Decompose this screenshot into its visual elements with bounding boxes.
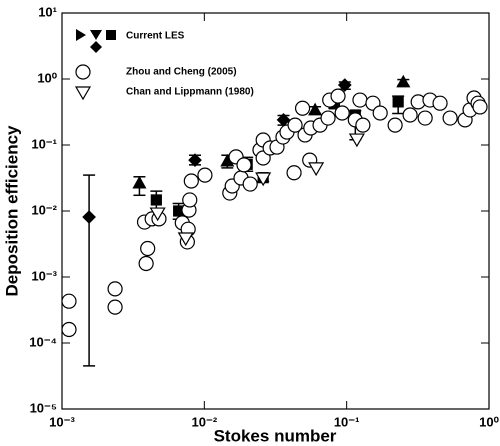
marker <box>236 157 252 173</box>
marker <box>188 153 202 167</box>
marker <box>286 165 302 181</box>
marker <box>107 281 123 297</box>
marker <box>472 99 488 115</box>
marker <box>132 175 147 189</box>
legend-glyph <box>76 29 86 41</box>
marker <box>337 78 352 92</box>
y-tick-label: 10⁻¹ <box>31 136 57 151</box>
marker <box>150 194 162 206</box>
legend-glyph <box>74 86 92 101</box>
marker <box>442 110 458 126</box>
x-tick-label: 10⁻² <box>192 414 218 429</box>
y-tick-label: 10⁻² <box>31 202 57 217</box>
marker <box>308 102 323 116</box>
marker <box>61 321 77 338</box>
y-tick-label: 10⁻⁵ <box>30 400 57 415</box>
marker <box>330 88 346 104</box>
legend: Current LES Zhou and Cheng (2005) Chan a… <box>74 29 254 101</box>
marker <box>182 192 198 208</box>
marker <box>140 240 156 257</box>
y-tick-label: 10⁰ <box>37 70 57 85</box>
marker <box>255 172 272 187</box>
y-tick-label: 10⁻³ <box>31 268 57 283</box>
marker <box>197 167 213 183</box>
marker <box>61 293 77 309</box>
marker <box>402 107 418 123</box>
x-axis-title: Stokes number <box>214 426 337 445</box>
marker <box>348 133 365 148</box>
legend-glyph <box>90 41 102 53</box>
marker <box>287 117 303 133</box>
y-axis-title: Deposition efficiency <box>2 125 21 297</box>
marker <box>308 162 325 177</box>
marker <box>242 176 258 192</box>
marker <box>183 173 199 189</box>
legend-label: Zhou and Cheng (2005) <box>126 67 237 78</box>
x-tick-label: 10⁰ <box>479 414 499 429</box>
marker <box>387 117 403 133</box>
x-tick-label: 10⁻¹ <box>334 414 360 429</box>
marker <box>138 255 154 272</box>
marker <box>82 210 96 224</box>
marker <box>149 207 166 222</box>
legend-label: Chan and Lippmann (1980) <box>126 87 254 98</box>
marker <box>334 105 350 121</box>
marker <box>392 96 404 108</box>
x-tick-label: 10⁻³ <box>49 414 75 429</box>
marker <box>396 74 411 88</box>
legend-glyph <box>90 30 102 40</box>
marker <box>294 100 311 116</box>
legend-glyph <box>106 30 116 40</box>
marker <box>107 299 123 315</box>
marker <box>355 117 371 133</box>
legend-glyph <box>75 64 91 80</box>
marker <box>352 92 368 108</box>
legend-label: Current LES <box>126 31 185 42</box>
marker <box>372 105 388 121</box>
y-tick-label: 10⁻⁴ <box>29 334 57 349</box>
marker <box>320 110 336 126</box>
marker <box>417 110 433 126</box>
marker <box>177 232 194 247</box>
marker <box>432 95 448 111</box>
y-tick-label: 10¹ <box>38 4 57 19</box>
